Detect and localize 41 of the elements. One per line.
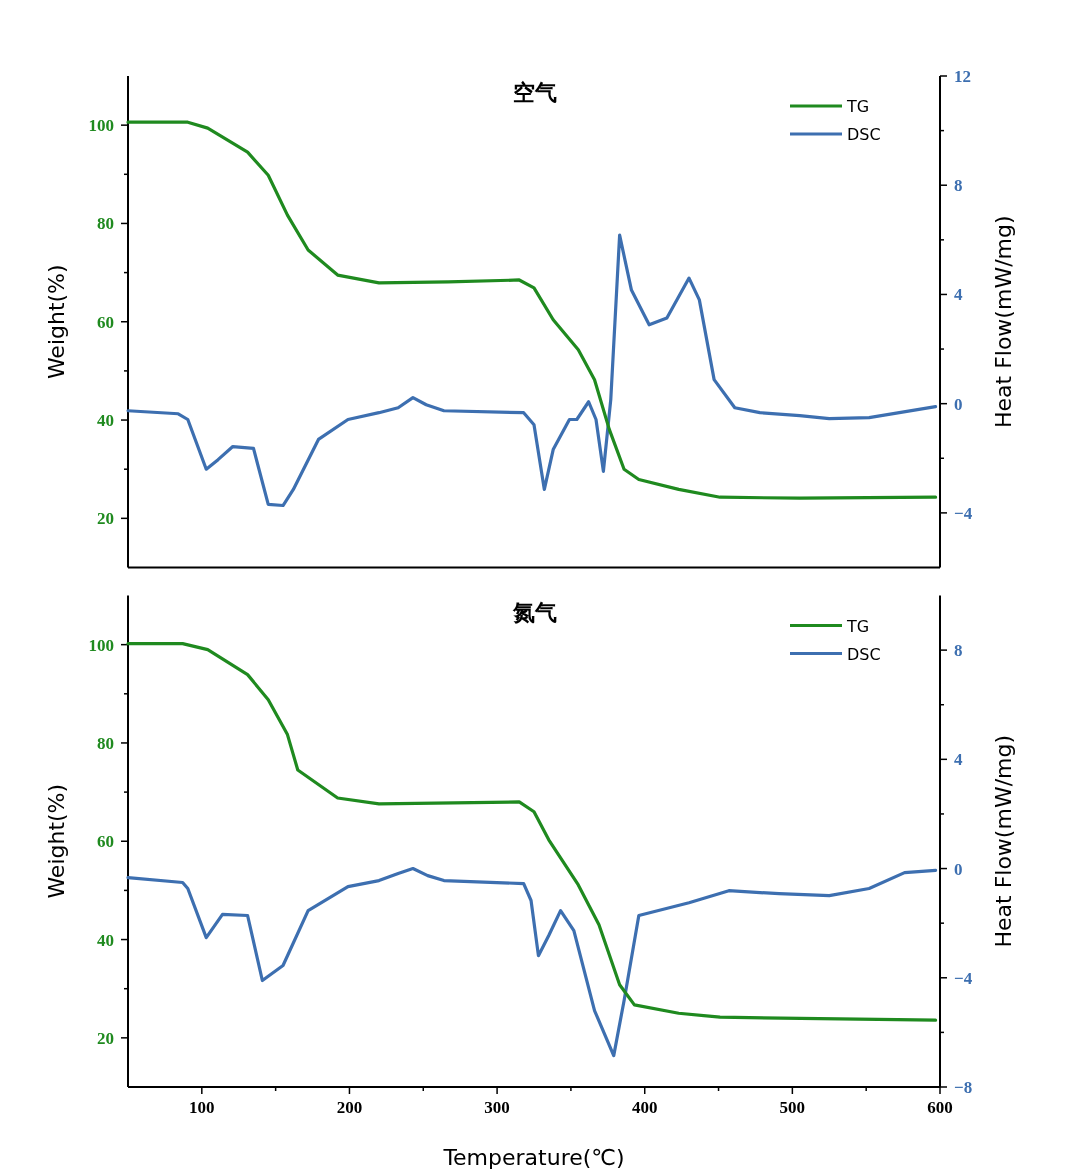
chart-title: 空气 <box>513 80 557 105</box>
x-axis-title: Temperature(℃) <box>442 1145 625 1170</box>
y2-tick-label: 0 <box>954 394 963 414</box>
line-series <box>126 642 938 1022</box>
x-tick-label: 600 <box>927 1098 953 1117</box>
chart-title: 氮气 <box>512 599 557 625</box>
y-tick-label: 40 <box>97 930 114 950</box>
y2-tick-label: 0 <box>954 859 963 879</box>
y-tick-label: 60 <box>97 832 114 852</box>
y2-tick-label: 12 <box>954 67 971 86</box>
y-tick-label: 20 <box>97 509 114 529</box>
line-series <box>126 120 938 500</box>
y2-tick-label: 8 <box>954 176 963 196</box>
y-tick-label: 20 <box>97 1028 114 1048</box>
x-tick-label: 100 <box>189 1098 215 1117</box>
y-tick-label: 60 <box>97 312 114 332</box>
y-tick-label: 100 <box>88 635 114 655</box>
y2-tick-label: 4 <box>954 285 963 305</box>
line-series <box>126 233 938 508</box>
y-tick-label: 40 <box>97 411 114 431</box>
y-axis-title: Weight(%) <box>44 783 69 899</box>
y2-tick-label: −4 <box>954 968 973 988</box>
y-tick-label: 80 <box>97 214 114 234</box>
y2-axis-title: Heat Flow(mW/mg) <box>991 215 1016 429</box>
y-axis-title: Weight(%) <box>44 264 69 380</box>
y2-tick-label: 8 <box>954 641 963 661</box>
x-tick-label: 400 <box>631 1098 658 1117</box>
y2-tick-label: 4 <box>954 750 963 770</box>
legend-label: TG <box>846 616 870 636</box>
y-tick-label: 80 <box>97 733 114 753</box>
y2-axis-title: Heat Flow(mW/mg) <box>991 734 1016 948</box>
y2-tick-label: −4 <box>954 503 973 523</box>
y-tick-label: 100 <box>88 116 114 136</box>
y2-tick-label: −8 <box>954 1078 973 1097</box>
x-tick-label: 200 <box>336 1098 363 1117</box>
legend-label: TG <box>846 97 870 116</box>
x-tick-label: 500 <box>779 1098 806 1117</box>
legend-label: DSC <box>847 125 881 144</box>
x-tick-label: 300 <box>484 1098 510 1117</box>
legend-label: DSC <box>847 644 881 664</box>
line-series <box>126 866 938 1058</box>
